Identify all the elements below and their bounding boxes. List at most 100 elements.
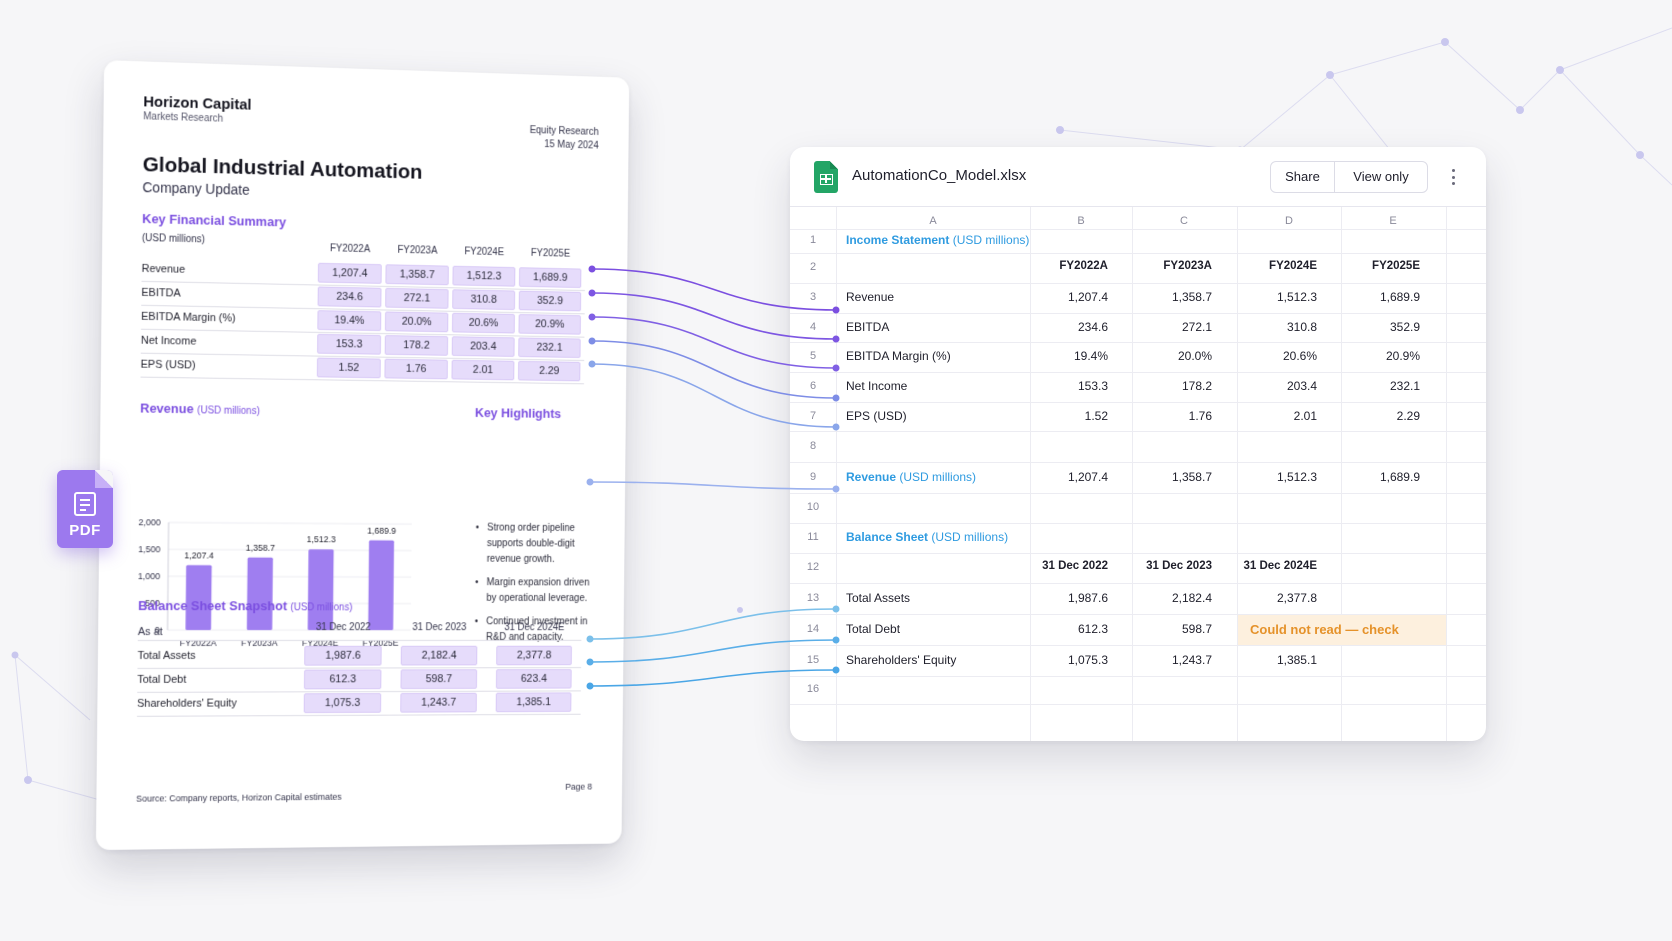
sheet-value-cell[interactable]: 272.1 xyxy=(1122,320,1212,334)
row-number[interactable]: 3 xyxy=(790,291,836,303)
page-number: Page 8 xyxy=(565,782,592,792)
row-number[interactable]: 6 xyxy=(790,380,836,392)
sheet-value-cell[interactable]: 20.9% xyxy=(1330,349,1420,363)
sheet-value-cell[interactable]: 203.4 xyxy=(1227,379,1317,393)
row-number[interactable]: 12 xyxy=(790,561,836,573)
income-title-text: Income Statement xyxy=(846,233,949,247)
sheet-value-cell[interactable]: 234.6 xyxy=(1018,320,1108,334)
sheet-value-cell[interactable]: 2,182.4 xyxy=(1122,591,1212,605)
sheet-value-cell[interactable]: 310.8 xyxy=(1227,320,1317,334)
share-button[interactable]: Share xyxy=(1271,162,1335,192)
chart-data-label: 1,207.4 xyxy=(184,550,214,560)
document-type: Equity Research xyxy=(530,125,599,138)
row-number[interactable]: 1 xyxy=(790,234,836,246)
sheet-value-cell[interactable]: 1.52 xyxy=(1018,409,1108,423)
sheet-row-label[interactable]: Shareholders' Equity xyxy=(846,653,956,667)
sheet-value-cell[interactable]: 2.01 xyxy=(1227,409,1317,423)
balance-col-header[interactable]: 31 Dec 2023 xyxy=(1122,560,1212,572)
summary-value-cell: 203.4 xyxy=(452,336,515,357)
row-number[interactable]: 7 xyxy=(790,410,836,422)
column-header[interactable]: C xyxy=(1164,215,1204,227)
summary-value-cell: 272.1 xyxy=(385,288,448,309)
spreadsheet-grid[interactable]: A B C D E 1 2 3 4 5 6 7 8 9 10 11 12 13 14 15 16 Income State… xyxy=(790,207,1486,741)
header-button-group: Share View only xyxy=(1270,161,1428,193)
sheet-value-cell[interactable]: 1,207.4 xyxy=(1018,290,1108,304)
income-col-header[interactable]: FY2025E xyxy=(1330,260,1420,272)
summary-value-cell: 1,512.3 xyxy=(452,266,515,287)
sheet-value-cell[interactable]: 1,385.1 xyxy=(1227,653,1317,667)
grid-row-divider xyxy=(790,402,1486,403)
row-number[interactable]: 14 xyxy=(790,623,836,635)
sheet-value-cell[interactable]: 1.76 xyxy=(1122,409,1212,423)
sheet-value-cell[interactable]: 1,689.9 xyxy=(1330,290,1420,304)
sheet-value-cell[interactable]: 1,987.6 xyxy=(1018,591,1108,605)
row-number[interactable]: 8 xyxy=(790,440,836,452)
row-number[interactable]: 13 xyxy=(790,592,836,604)
sheet-value-cell[interactable]: 1,358.7 xyxy=(1122,290,1212,304)
sheet-row-label[interactable]: Total Assets xyxy=(846,591,910,605)
balance-col-header[interactable]: 31 Dec 2024E xyxy=(1227,560,1317,572)
income-col-header[interactable]: FY2023A xyxy=(1122,260,1212,272)
highlights-list: Strong order pipeline supports double-di… xyxy=(473,521,597,654)
income-statement-title[interactable]: Income Statement (USD millions) xyxy=(846,233,1029,247)
row-number[interactable]: 11 xyxy=(790,531,836,543)
row-number[interactable]: 15 xyxy=(790,654,836,666)
grid-row-divider xyxy=(790,431,1486,432)
sheet-value-cell[interactable]: 2,377.8 xyxy=(1227,591,1317,605)
row-number[interactable]: 10 xyxy=(790,501,836,513)
balance-sheet-title[interactable]: Balance Sheet (USD millions) xyxy=(846,530,1008,544)
sheet-value-cell[interactable]: 1,207.4 xyxy=(1018,470,1108,484)
grid-row-divider xyxy=(790,462,1486,463)
balance-col-header[interactable]: 31 Dec 2022 xyxy=(1018,560,1108,572)
sheet-value-cell[interactable]: 612.3 xyxy=(1018,622,1108,636)
column-header[interactable]: D xyxy=(1269,215,1309,227)
summary-col-header: FY2024E xyxy=(453,246,516,258)
revenue-chart-row-label[interactable]: Revenue (USD millions) xyxy=(846,470,976,484)
sheet-row-label[interactable]: Total Debt xyxy=(846,622,900,636)
pdf-file-icon: PDF xyxy=(57,470,113,548)
sheet-value-cell[interactable]: 1,512.3 xyxy=(1227,470,1317,484)
balance-value-cell: 612.3 xyxy=(304,669,382,689)
sheet-value-cell[interactable]: 352.9 xyxy=(1330,320,1420,334)
income-col-header[interactable]: FY2024E xyxy=(1227,260,1317,272)
sheet-value-cell[interactable]: 20.6% xyxy=(1227,349,1317,363)
row-number[interactable]: 4 xyxy=(790,321,836,333)
column-header[interactable]: E xyxy=(1373,215,1413,227)
sheet-value-cell[interactable]: 1,512.3 xyxy=(1227,290,1317,304)
sheet-value-cell[interactable]: 178.2 xyxy=(1122,379,1212,393)
sheet-row-label[interactable]: EPS (USD) xyxy=(846,409,907,423)
row-number[interactable]: 16 xyxy=(790,683,836,695)
sheet-value-cell[interactable]: 2.29 xyxy=(1330,409,1420,423)
balance-row-divider xyxy=(137,714,581,717)
row-number[interactable]: 2 xyxy=(790,261,836,273)
balance-value-cell: 1,385.1 xyxy=(496,692,572,712)
sheet-value-cell[interactable]: 1,075.3 xyxy=(1018,653,1108,667)
more-options-icon[interactable] xyxy=(1447,165,1459,189)
balance-value-cell: 1,243.7 xyxy=(400,693,477,713)
income-col-header[interactable]: FY2022A xyxy=(1018,260,1108,272)
sheet-row-label[interactable]: Net Income xyxy=(846,379,907,393)
grid-row-divider xyxy=(790,342,1486,343)
balance-col-header: 31 Dec 2022 xyxy=(305,622,382,633)
chart-y-tick-label: 2,000 xyxy=(138,517,160,527)
grid-column-divider xyxy=(836,207,837,741)
row-number[interactable]: 9 xyxy=(790,471,836,483)
balance-unit: (USD millions) xyxy=(290,602,352,613)
column-header[interactable]: B xyxy=(1061,215,1101,227)
revenue-chart-title-text: Revenue xyxy=(140,401,194,417)
sheet-value-cell[interactable]: 20.0% xyxy=(1122,349,1212,363)
sheet-value-cell[interactable]: 1,689.9 xyxy=(1330,470,1420,484)
column-header[interactable]: A xyxy=(913,215,953,227)
sheet-value-cell[interactable]: 232.1 xyxy=(1330,379,1420,393)
sheet-value-cell[interactable]: 153.3 xyxy=(1018,379,1108,393)
read-error-cell[interactable]: Could not read — check xyxy=(1238,615,1446,645)
row-number[interactable]: 5 xyxy=(790,350,836,362)
sheet-value-cell[interactable]: 598.7 xyxy=(1122,622,1212,636)
view-only-button[interactable]: View only xyxy=(1335,162,1427,192)
sheet-value-cell[interactable]: 1,243.7 xyxy=(1122,653,1212,667)
sheet-row-label[interactable]: EBITDA Margin (%) xyxy=(846,349,951,363)
sheet-row-label[interactable]: Revenue xyxy=(846,290,894,304)
sheet-value-cell[interactable]: 19.4% xyxy=(1018,349,1108,363)
sheet-value-cell[interactable]: 1,358.7 xyxy=(1122,470,1212,484)
sheet-row-label[interactable]: EBITDA xyxy=(846,320,889,334)
